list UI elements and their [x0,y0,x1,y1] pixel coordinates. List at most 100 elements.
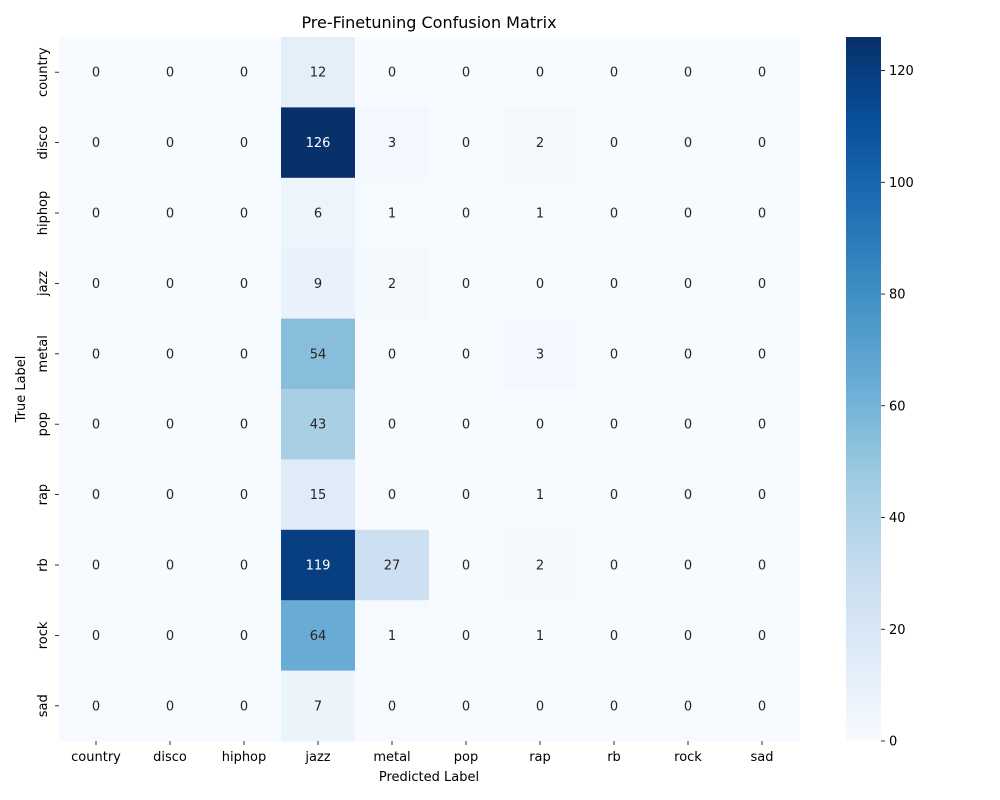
heatmap-cell [207,37,282,108]
heatmap-cell [651,459,726,531]
cell-value-label: 0 [166,699,174,714]
y-tick-label: rap [36,484,51,506]
cell-value-label: 0 [684,66,692,81]
heatmap-cell [577,529,652,601]
heatmap-cell [281,177,356,249]
cell-value-label: 0 [610,699,618,714]
heatmap-cell [281,670,356,742]
heatmap-cell [355,37,430,108]
y-tick-label: pop [36,412,51,436]
cell-value-label: 0 [462,488,470,503]
heatmap-cell [355,248,430,320]
heatmap-cell [429,600,504,672]
heatmap-cell [281,37,356,108]
cell-value-label: 15 [310,488,327,503]
heatmap-cell [651,389,726,460]
cell-value-label: 2 [388,277,396,292]
cell-value-label: 0 [240,559,248,574]
cell-value-label: 0 [92,207,100,222]
colorbar-tick-label: 100 [889,176,914,191]
colorbar-tick-label: 40 [889,511,906,526]
heatmap-cell [725,248,800,320]
heatmap-cell [503,318,578,390]
cell-value-label: 0 [388,347,396,362]
cell-value-label: 0 [240,629,248,644]
cell-value-label: 0 [610,66,618,81]
colorbar-tick-label: 0 [889,735,897,750]
heatmap-cell [503,107,578,179]
cell-value-label: 0 [240,207,248,222]
heatmap-cell [651,107,726,179]
heatmap-cell [281,248,356,320]
heatmap-cell [725,389,800,460]
y-tick-label: metal [36,335,51,372]
cell-value-label: 0 [240,66,248,81]
heatmap-cell [133,177,208,249]
heatmap-cell [725,600,800,672]
heatmap-cell [355,600,430,672]
cell-value-label: 0 [610,136,618,151]
heatmap-cell [59,459,134,531]
colorbar-gradient [846,37,881,741]
heatmap-cell [281,389,356,460]
cell-value-label: 0 [92,347,100,362]
cell-value-label: 9 [314,277,322,292]
heatmap-cell [651,37,726,108]
heatmap-cell [429,389,504,460]
x-tick-label: rap [529,750,551,765]
heatmap-cell [503,177,578,249]
cell-value-label: 0 [462,418,470,433]
heatmap-cell [651,670,726,742]
cell-value-label: 0 [462,347,470,362]
cell-value-label: 0 [462,699,470,714]
cell-value-label: 0 [388,699,396,714]
cell-value-label: 12 [310,66,327,81]
cell-value-label: 0 [240,488,248,503]
cell-value-label: 0 [610,347,618,362]
y-tick-labels: country disco hiphop jazz metal pop rap rb rock s… [36,47,59,717]
heatmap-cell [503,600,578,672]
cell-value-label: 0 [462,66,470,81]
cell-value-label: 0 [610,559,618,574]
heatmap-cell [133,600,208,672]
cell-value-label: 0 [240,136,248,151]
x-tick-label: metal [373,750,410,765]
heatmap-cell [651,318,726,390]
heatmap-cell [59,248,134,320]
cell-value-label: 119 [306,559,331,574]
cell-value-label: 43 [310,418,327,433]
heatmap-cell [207,248,282,320]
colorbar-tick-label: 60 [889,399,906,414]
cell-value-label: 0 [536,277,544,292]
cell-value-label: 0 [92,559,100,574]
heatmap-cell [577,177,652,249]
heatmap-cell [429,248,504,320]
heatmap-cell [355,318,430,390]
cell-value-label: 0 [684,136,692,151]
heatmap-cell [503,670,578,742]
heatmap-cell [207,107,282,179]
heatmap-cell [651,248,726,320]
heatmap-cell [355,459,430,531]
heatmap-cell [207,600,282,672]
cell-value-label: 0 [758,559,766,574]
cell-value-label: 0 [166,207,174,222]
cell-value-label: 0 [166,559,174,574]
cell-value-label: 3 [536,347,544,362]
cell-value-label: 0 [462,629,470,644]
heatmap-cell [577,107,652,179]
x-tick-label: rock [674,750,702,765]
cell-value-label: 1 [536,207,544,222]
heatmap-cell [281,107,356,179]
heatmap-cell [59,107,134,179]
heatmap-cell [59,389,134,460]
cell-value-label: 3 [388,136,396,151]
heatmap-cell [207,389,282,460]
cell-value-label: 0 [684,488,692,503]
heatmap-cell [577,248,652,320]
heatmap-cell [355,529,430,601]
heatmap-cell [503,389,578,460]
cell-value-label: 0 [166,277,174,292]
colorbar-tick-label: 120 [889,64,914,79]
